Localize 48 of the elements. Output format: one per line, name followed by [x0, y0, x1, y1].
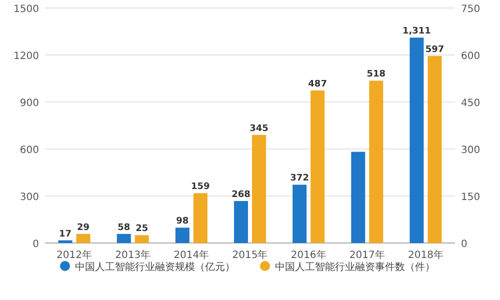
y-tick-label: 1500 — [14, 4, 39, 15]
bar — [134, 235, 149, 243]
y2-tick-label: 300 — [461, 145, 480, 156]
y2-tick-label: 0 — [461, 239, 468, 250]
legend-label: 中国人工智能行业融资规模（亿元） — [75, 261, 235, 273]
bar — [292, 184, 307, 243]
bar — [410, 38, 424, 243]
data-label: 372 — [290, 174, 309, 184]
data-label: 159 — [191, 182, 210, 192]
x-tick-label: 2015年 — [232, 249, 268, 261]
x-tick-label: 2012年 — [56, 249, 92, 261]
bar — [58, 240, 72, 243]
bar — [234, 201, 248, 243]
y2-tick-label: 600 — [461, 51, 480, 62]
data-label: 98 — [176, 216, 189, 227]
x-tick-label: 2016年 — [290, 249, 326, 261]
bar — [193, 193, 208, 243]
x-tick-label: 2018年 — [408, 249, 444, 261]
data-label: 58 — [118, 222, 130, 233]
bar — [76, 234, 90, 243]
bar — [252, 134, 266, 243]
bar — [175, 228, 190, 243]
y-tick-label: 600 — [20, 145, 39, 156]
data-label: 268 — [232, 190, 250, 200]
data-label: 597 — [425, 44, 444, 55]
y2-tick-label: 150 — [461, 192, 480, 203]
bar — [310, 90, 325, 243]
y-tick-label: 0 — [32, 239, 39, 250]
data-label: 487 — [308, 79, 327, 90]
x-tick-label: 2017年 — [349, 249, 385, 261]
y-tick-label: 300 — [20, 192, 39, 203]
x-tick-label: 2013年 — [115, 249, 151, 261]
y-tick-label: 1200 — [14, 51, 39, 62]
bar — [116, 234, 131, 243]
data-label: 25 — [136, 224, 148, 234]
bar — [351, 152, 366, 243]
data-label: 1,311 — [402, 26, 431, 37]
data-label: 17 — [59, 229, 72, 240]
data-label: 29 — [77, 222, 90, 233]
legend-label: 中国人工智能行业融资事件数（件） — [275, 261, 435, 273]
y2-tick-label: 450 — [461, 98, 480, 109]
y-tick-label: 900 — [20, 98, 39, 109]
bar — [369, 80, 384, 243]
y2-tick-label: 750 — [461, 4, 480, 15]
bar — [428, 56, 442, 243]
data-label: 518 — [366, 70, 386, 80]
data-label: 345 — [250, 124, 268, 134]
x-tick-label: 2014年 — [174, 249, 210, 261]
